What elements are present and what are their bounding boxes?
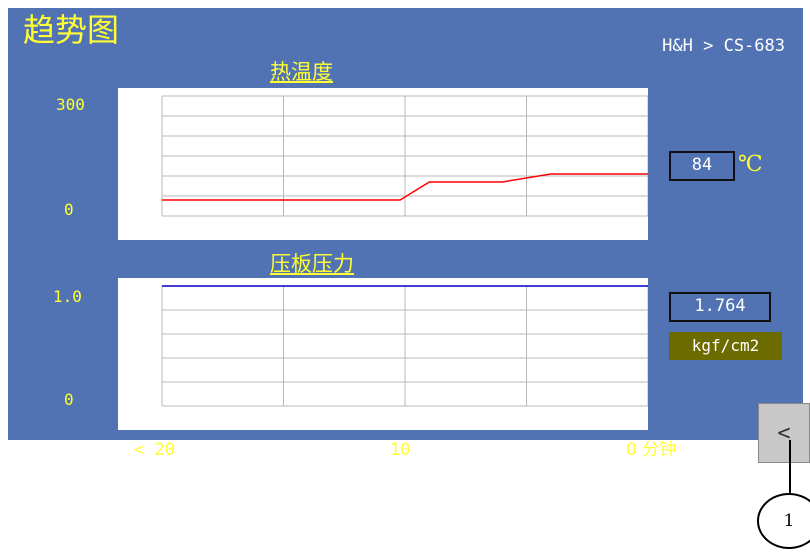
chevron-left-icon: < [777, 421, 791, 446]
temperature-y-max: 300 [56, 95, 85, 114]
temperature-plot [118, 88, 648, 240]
series-line [162, 173, 648, 201]
trend-screen: 趋势图 H&H > CS-683 热温度 300 0 84 ℃ 压板压力 1.0… [8, 8, 803, 460]
pressure-plot [118, 278, 648, 430]
x-axis-right-label: 0 分钟 [626, 440, 677, 460]
pressure-unit: kgf/cm2 [669, 332, 782, 360]
page-title: 趋势图 [23, 11, 120, 49]
temperature-chart [161, 95, 648, 217]
callout-marker: 1 [757, 493, 810, 549]
x-axis-mid-label: 10 [390, 440, 411, 460]
temperature-value: 84 [669, 151, 735, 181]
pressure-y-min: 0 [64, 390, 74, 409]
temperature-unit: ℃ [738, 152, 763, 177]
back-button[interactable]: < [758, 403, 810, 463]
pressure-value: 1.764 [669, 292, 771, 322]
breadcrumb: H&H > CS-683 [662, 36, 785, 56]
pressure-chart [161, 285, 648, 407]
temperature-chart-title: 热温度 [270, 60, 333, 84]
temperature-y-min: 0 [64, 200, 74, 219]
callout-leader-line [789, 440, 791, 494]
pressure-y-max: 1.0 [53, 287, 82, 306]
x-axis-left-label: < 20 [134, 440, 175, 460]
pressure-chart-title: 压板压力 [270, 252, 354, 276]
